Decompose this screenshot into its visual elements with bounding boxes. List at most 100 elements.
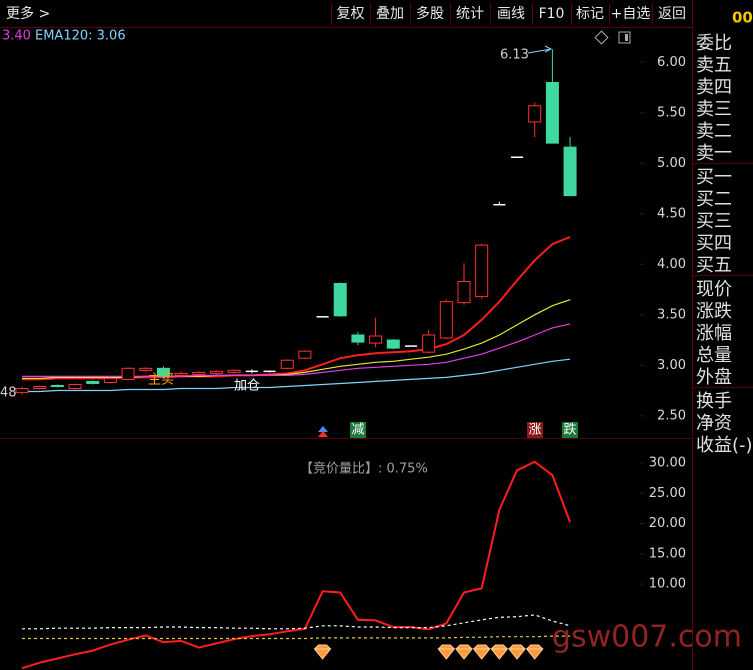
panel-label: 委比 <box>696 33 732 54</box>
candle-body <box>139 367 153 371</box>
y-tick-label: 3.00 <box>657 358 686 373</box>
candle-body <box>156 367 170 377</box>
panel-label: 卖一 <box>696 143 732 164</box>
window-icon-part <box>625 34 628 41</box>
y-tick-label: 30.00 <box>649 456 686 471</box>
signal-arrow <box>318 431 328 437</box>
annotation: 6.13 <box>500 48 529 63</box>
toolbar-button[interactable]: 返回 <box>658 6 686 22</box>
diamond-signal <box>507 644 527 660</box>
watermark: gsw007.com <box>552 620 742 655</box>
panel-label: 买三 <box>696 211 732 232</box>
diamond-signal <box>490 644 509 660</box>
toolbar-button[interactable]: +自选 <box>611 6 651 22</box>
y-tick-label: 5.00 <box>657 156 686 171</box>
panel-label: 换手 <box>696 391 732 412</box>
candle-body <box>351 334 365 343</box>
signal-label: 涨 <box>528 423 541 438</box>
candle-body <box>369 335 383 344</box>
diamond-signal <box>525 644 544 660</box>
y-tick-label: 4.00 <box>657 257 686 272</box>
signal-badge <box>527 422 543 438</box>
indicator-line <box>22 323 571 377</box>
indicator-line <box>22 635 571 640</box>
candle-body <box>68 383 82 390</box>
toolbar-button[interactable]: 画线 <box>497 6 525 22</box>
indicator-line <box>22 358 571 393</box>
candle-body <box>439 301 453 339</box>
y-tick-label: 5.50 <box>657 105 686 120</box>
panel-label: 现价 <box>696 279 732 300</box>
candle-body <box>333 282 347 317</box>
candle-body <box>121 367 135 380</box>
diamond-signal <box>472 644 491 660</box>
diamond-icon[interactable] <box>594 30 609 45</box>
diamond-signal <box>437 644 456 660</box>
annotation: 48 <box>0 386 17 401</box>
candle-body <box>192 371 206 375</box>
candle-body <box>33 385 47 390</box>
y-tick-label: 4.50 <box>657 206 686 221</box>
candle-body <box>475 244 489 298</box>
signal-arrow <box>318 426 328 432</box>
y-tick-label: 25.00 <box>649 486 686 501</box>
toolbar-button[interactable]: 多股 <box>416 5 444 22</box>
candle-body <box>50 384 64 387</box>
toolbar-button[interactable]: 统计 <box>456 6 484 22</box>
legend-entry: EMA120: 3.06 <box>35 29 126 44</box>
y-tick-label: 10.00 <box>649 577 686 592</box>
y-tick-label: 2.50 <box>657 408 686 423</box>
candle-body <box>298 350 312 359</box>
panel-label: 买一 <box>696 167 732 188</box>
annotation: 主买 <box>148 373 174 388</box>
candle-body <box>528 105 542 123</box>
y-tick-label: 15.00 <box>649 546 686 561</box>
indicator-title: 【竞价量比】: 0.75% <box>300 461 428 477</box>
panel-label: 买五 <box>696 255 732 276</box>
annotation: 加仓 <box>234 379 260 394</box>
signal-badge <box>350 422 366 438</box>
toolbar-button[interactable]: 标记 <box>576 6 604 22</box>
indicator-line <box>22 299 571 379</box>
annotation-arrow <box>527 45 553 54</box>
candle-body <box>15 388 29 394</box>
diamond-signal <box>313 644 332 660</box>
panel-label: 卖五 <box>696 55 732 76</box>
panel-label: 买四 <box>696 233 732 254</box>
candle-body <box>280 359 294 369</box>
candle-body <box>386 339 400 349</box>
candle-body <box>457 280 471 304</box>
candle-body <box>422 334 436 353</box>
window-icon[interactable] <box>618 31 631 44</box>
candle-body <box>209 370 223 374</box>
panel-label: 涨跌 <box>696 301 732 322</box>
panel-label: 卖三 <box>696 99 732 120</box>
signal-label: 跌 <box>563 422 576 438</box>
toolbar-button[interactable]: 叠加 <box>376 6 404 22</box>
candle-body <box>227 369 241 373</box>
indicator-line <box>22 614 571 630</box>
more-button[interactable]: 更多 > <box>6 5 50 22</box>
panel-label: 净资 <box>696 413 732 434</box>
candle-body <box>174 372 188 376</box>
panel-label: 卖二 <box>696 121 732 142</box>
toolbar-button[interactable]: 复权 <box>337 5 365 22</box>
panel-label: 总量 <box>696 345 732 366</box>
candle-body <box>86 380 100 384</box>
legend-entry: 3.40 <box>2 29 31 44</box>
panel-label: 卖四 <box>696 77 732 98</box>
panel-label: 买二 <box>696 189 732 210</box>
toolbar-button[interactable]: F10 <box>539 6 565 22</box>
diamond-signal <box>454 644 474 660</box>
y-tick-label: 3.50 <box>657 307 686 322</box>
candle-body <box>563 146 577 197</box>
signal-badge <box>562 422 578 438</box>
panel-label: 涨幅 <box>696 323 732 344</box>
stock-code: 002 <box>732 9 753 27</box>
indicator-line <box>21 460 572 670</box>
panel-label: 外盘 <box>696 367 732 388</box>
y-tick-label: 20.00 <box>649 516 686 531</box>
